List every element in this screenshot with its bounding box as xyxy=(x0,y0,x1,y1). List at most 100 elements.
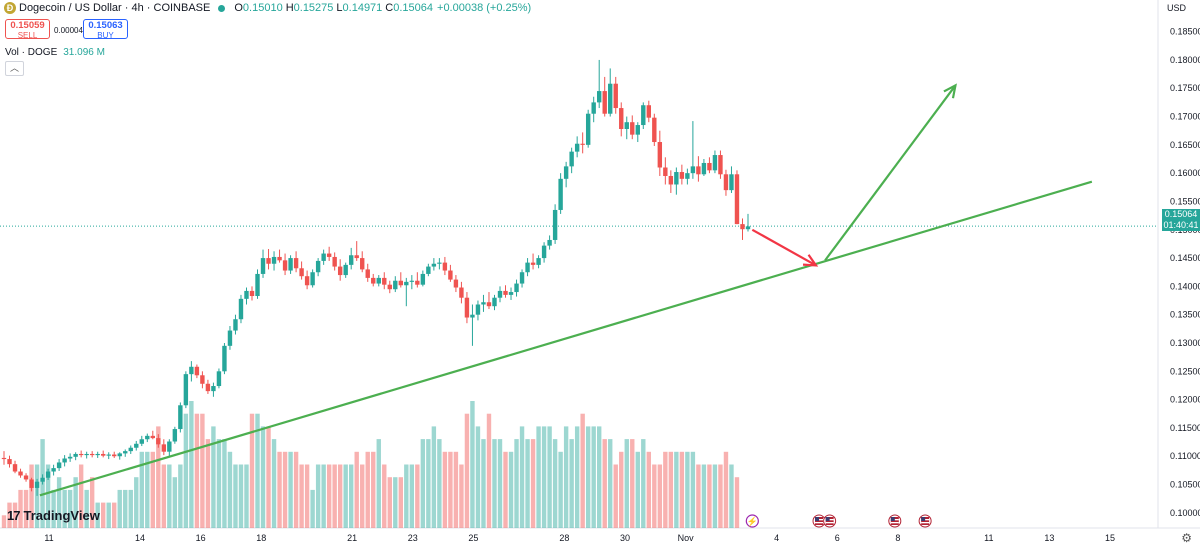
candle-body xyxy=(123,451,128,454)
y-tick-label: 0.13000 xyxy=(1170,338,1200,348)
candle-body xyxy=(7,459,12,465)
volume-bar xyxy=(216,439,222,528)
candle-body xyxy=(200,375,205,384)
volume-bar xyxy=(211,426,216,528)
candle-body xyxy=(78,453,84,456)
candle-body xyxy=(696,166,701,175)
us-flag-event-icon-canton xyxy=(890,517,895,521)
candle-body xyxy=(84,453,89,456)
candle-body xyxy=(536,258,541,265)
market-open-status-icon xyxy=(218,4,226,12)
volume-bar xyxy=(29,464,34,528)
currency-label[interactable]: USD xyxy=(1166,3,1186,13)
tradingview-logo-icon: 17 xyxy=(7,508,21,523)
candle-body xyxy=(442,262,448,271)
candle-body xyxy=(729,174,734,191)
candle-body xyxy=(508,292,514,295)
volume-bar xyxy=(503,451,508,528)
candle-body xyxy=(101,453,106,456)
volume-bar xyxy=(172,477,178,528)
volume-bar xyxy=(139,451,144,528)
volume-bar xyxy=(337,464,343,528)
volume-bar xyxy=(597,426,602,528)
volume-bar xyxy=(288,451,293,528)
volume-bar xyxy=(249,413,255,528)
high-label: H xyxy=(285,2,294,14)
candle-body xyxy=(453,279,459,288)
y-tick-label: 0.12000 xyxy=(1170,395,1200,405)
y-tick-label: 0.14000 xyxy=(1170,281,1200,291)
candle-body xyxy=(415,280,420,285)
arrow-up xyxy=(824,84,957,262)
candle-body xyxy=(585,113,591,145)
candle-body xyxy=(194,366,200,376)
volume-bar xyxy=(470,401,475,528)
candle-body xyxy=(112,454,117,457)
settings-gear-icon[interactable]: ⚙ xyxy=(1181,531,1192,545)
volume-bar xyxy=(630,439,635,528)
collapse-legend-button[interactable]: ︿ xyxy=(5,61,24,76)
volume-bar xyxy=(299,464,304,528)
candle-body xyxy=(321,253,326,261)
candle-body xyxy=(205,383,211,392)
candle-body xyxy=(332,256,337,267)
flash-event-icon xyxy=(745,514,759,528)
volume-bar xyxy=(591,426,596,528)
candle-body xyxy=(156,438,161,445)
volume-bar xyxy=(409,464,415,528)
candle-body xyxy=(459,287,464,298)
x-tick-label: 11 xyxy=(44,533,53,543)
tradingview-logo[interactable]: 17 TradingView xyxy=(7,508,100,523)
volume-bar xyxy=(189,401,194,528)
volume-bar xyxy=(62,489,67,528)
candle-body xyxy=(354,255,359,259)
candle-body xyxy=(183,374,189,406)
x-tick-label: 15 xyxy=(1105,533,1115,543)
volume-bar xyxy=(18,489,23,528)
x-tick-label: 8 xyxy=(895,533,900,543)
candle-body xyxy=(189,366,194,375)
x-tick-label: 25 xyxy=(468,533,478,543)
candle-body xyxy=(690,166,696,174)
candle-body xyxy=(404,281,409,286)
candle-body xyxy=(145,435,150,440)
candle-body xyxy=(464,297,470,318)
candle-body xyxy=(343,264,348,276)
symbol-title[interactable]: Dogecoin / US Dollar · 4h · COINBASE xyxy=(19,2,211,14)
volume-bar xyxy=(525,439,530,528)
volume-bar xyxy=(712,464,718,528)
volume-bar xyxy=(354,451,359,528)
volume-bar xyxy=(585,426,591,528)
buy-button[interactable]: 0.15063 BUY xyxy=(83,19,128,40)
candle-body xyxy=(448,270,453,280)
last-price-tag: 0.15064 01:40:41 xyxy=(1162,209,1200,231)
volume-bar xyxy=(492,439,497,528)
volume-bar xyxy=(530,439,536,528)
volume-bar xyxy=(547,426,552,528)
volume-bar xyxy=(310,489,315,528)
y-tick-label: 0.17000 xyxy=(1170,112,1200,122)
volume-bar xyxy=(448,451,453,528)
volume-bar xyxy=(404,464,409,528)
candle-body xyxy=(701,162,707,175)
volume-bar xyxy=(624,439,629,528)
volume-bar xyxy=(608,439,613,528)
volume-bar xyxy=(376,439,381,528)
sell-button[interactable]: 0.15059 SELL xyxy=(5,19,50,40)
candle-body xyxy=(745,226,751,230)
volume-bar xyxy=(23,489,29,528)
candle-body xyxy=(597,91,602,103)
candle-body xyxy=(668,175,674,185)
candle-body xyxy=(299,268,304,277)
x-tick-label: 21 xyxy=(347,533,357,543)
volume-bar xyxy=(734,477,740,528)
candle-body xyxy=(117,453,122,457)
candle-body xyxy=(420,273,426,285)
volume-bar xyxy=(613,464,618,528)
volume-bar xyxy=(293,451,299,528)
y-tick-label: 0.11000 xyxy=(1170,451,1200,461)
volume-bar xyxy=(519,426,525,528)
candle-body xyxy=(167,441,172,452)
volume-bar xyxy=(156,426,161,528)
